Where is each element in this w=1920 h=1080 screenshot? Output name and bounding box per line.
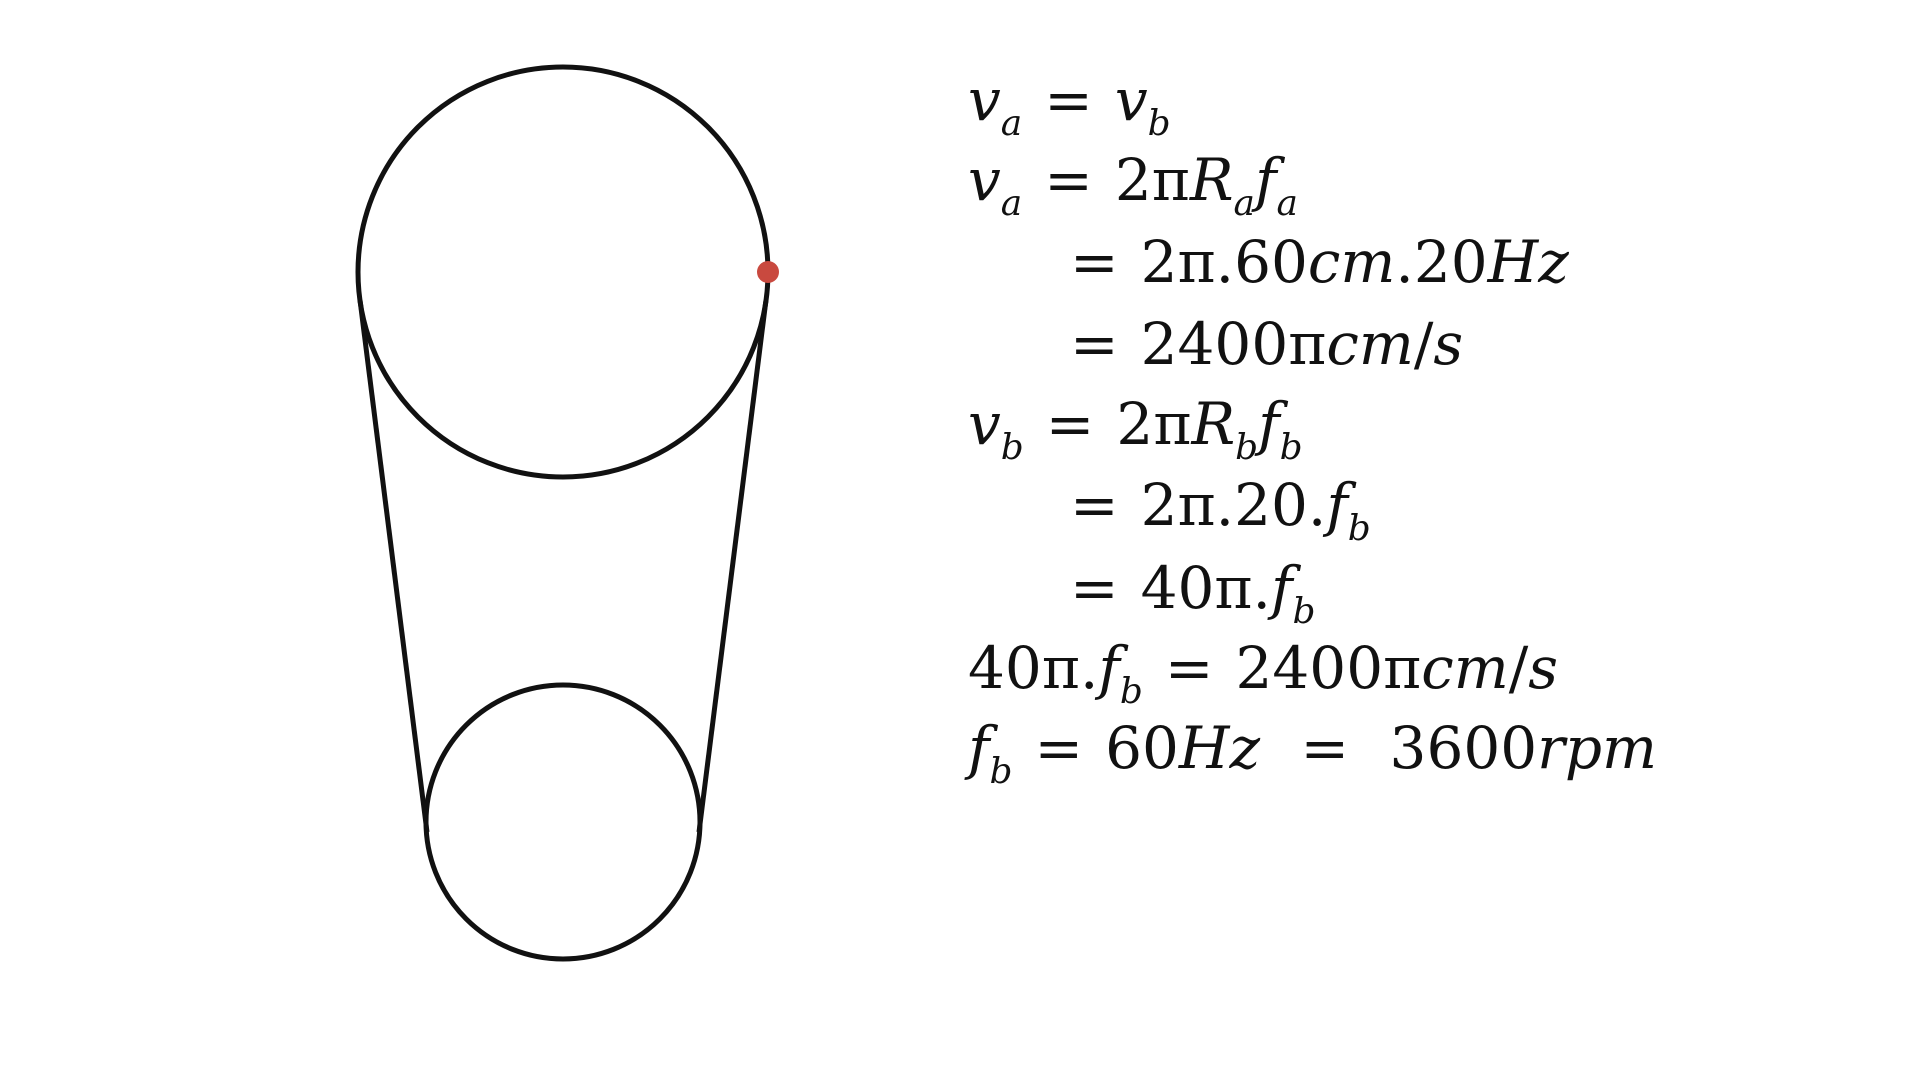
equation-line: = 2π.60cm.20Hz — [1048, 219, 1569, 305]
equation-rhs: 2π.20.fb — [1140, 471, 1371, 550]
equation-rhs: 2π.60cm.20Hz — [1140, 228, 1569, 296]
equals-sign: = — [1070, 471, 1119, 539]
equation-lhs: vb — [968, 390, 1024, 469]
small-pulley — [423, 682, 703, 962]
equation-rhs: 2400πcm/s — [1235, 634, 1559, 702]
equals-sign: = — [1044, 146, 1093, 214]
equals-sign: = — [1045, 390, 1095, 458]
equation-line: va = vb — [968, 57, 1171, 143]
equation-line: 40π.fb = 2400πcm/s — [968, 625, 1558, 711]
equation-line: = 2π.20.fb — [1048, 462, 1371, 548]
equation-rhs: 2400πcm/s — [1140, 310, 1464, 378]
large-pulley — [355, 64, 771, 480]
equals-sign: = — [1070, 228, 1119, 296]
equals-sign: = — [1034, 714, 1084, 782]
equation-rhs: vb — [1114, 66, 1171, 145]
equals-sign: = — [1070, 554, 1119, 622]
equation-line: = 40π.fb — [1048, 545, 1315, 631]
equals-sign: = — [1070, 310, 1119, 378]
equation-lhs: 40π.fb — [968, 634, 1143, 713]
belt-right-segment — [696, 299, 769, 833]
equation-rhs: 2πRafa — [1114, 146, 1298, 225]
equation-line: fb = 60Hz = 3600rpm — [968, 705, 1657, 791]
equation-lhs: va — [968, 146, 1023, 225]
equals-sign: = — [1164, 634, 1214, 702]
equation-line: = 2400πcm/s — [1048, 301, 1463, 387]
equation-rhs: 60Hz = 3600rpm — [1105, 714, 1658, 782]
equation-line: vb = 2πRbfb — [968, 381, 1303, 467]
rim-point-marker — [757, 261, 779, 283]
belt-left-segment — [357, 299, 430, 833]
equation-rhs: 2πRbfb — [1116, 390, 1303, 469]
equals-sign: = — [1044, 66, 1093, 134]
equation-lhs: va — [968, 66, 1023, 145]
equation-rhs: 40π.fb — [1140, 554, 1316, 633]
equation-line: va = 2πRafa — [968, 137, 1298, 223]
equation-lhs: fb — [968, 714, 1013, 793]
